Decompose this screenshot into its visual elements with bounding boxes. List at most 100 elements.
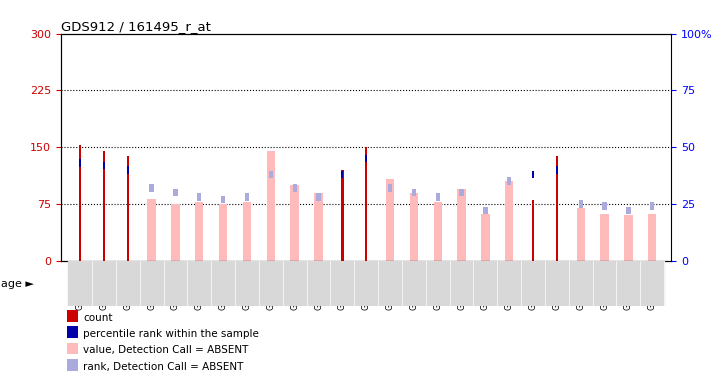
- Bar: [577, 208, 585, 261]
- Bar: [195, 202, 203, 261]
- Bar: [640, 261, 664, 306]
- Bar: [457, 189, 466, 261]
- Bar: [245, 194, 249, 201]
- Bar: [103, 151, 105, 261]
- Bar: [579, 200, 583, 208]
- Bar: [521, 261, 545, 306]
- Text: 5 mo: 5 mo: [495, 279, 523, 289]
- Bar: [116, 261, 140, 306]
- Bar: [434, 202, 442, 261]
- Bar: [460, 189, 464, 196]
- Bar: [481, 214, 490, 261]
- Bar: [172, 204, 180, 261]
- Bar: [365, 147, 368, 261]
- Bar: [449, 261, 473, 306]
- Bar: [221, 196, 225, 203]
- Bar: [140, 261, 164, 306]
- Bar: [211, 261, 235, 306]
- Bar: [498, 261, 521, 306]
- Text: GDS912 / 161495_r_at: GDS912 / 161495_r_at: [61, 20, 211, 33]
- Text: 9 wk: 9 wk: [424, 279, 451, 289]
- Bar: [556, 156, 558, 261]
- Bar: [307, 261, 330, 306]
- Text: count: count: [83, 313, 113, 322]
- Bar: [569, 261, 592, 306]
- Bar: [545, 266, 664, 304]
- Bar: [147, 199, 156, 261]
- Bar: [483, 207, 488, 214]
- Text: 1 d: 1 d: [95, 279, 113, 289]
- Bar: [126, 156, 129, 261]
- Text: 6 d: 6 d: [167, 279, 185, 289]
- Bar: [283, 261, 307, 306]
- Bar: [545, 261, 569, 306]
- Bar: [164, 261, 187, 306]
- Bar: [473, 261, 498, 306]
- Bar: [68, 261, 92, 306]
- Bar: [650, 202, 654, 210]
- Bar: [140, 266, 211, 304]
- Bar: [149, 184, 154, 192]
- Bar: [556, 166, 558, 174]
- Bar: [269, 171, 273, 178]
- Text: rank, Detection Call = ABSENT: rank, Detection Call = ABSENT: [83, 362, 243, 372]
- Bar: [354, 261, 378, 306]
- Bar: [386, 179, 394, 261]
- Bar: [426, 261, 449, 306]
- Bar: [532, 200, 534, 261]
- Bar: [67, 359, 78, 371]
- Bar: [330, 261, 354, 306]
- Bar: [626, 207, 630, 214]
- Bar: [259, 261, 283, 306]
- Bar: [291, 185, 299, 261]
- Bar: [79, 159, 81, 167]
- Bar: [505, 181, 513, 261]
- Bar: [79, 145, 81, 261]
- Bar: [354, 266, 402, 304]
- Bar: [235, 261, 259, 306]
- Bar: [648, 214, 656, 261]
- Bar: [67, 310, 78, 321]
- Bar: [378, 261, 402, 306]
- Text: 1 y: 1 y: [596, 279, 613, 289]
- Bar: [197, 194, 202, 201]
- Bar: [402, 266, 473, 304]
- Bar: [292, 184, 297, 192]
- Bar: [341, 170, 343, 261]
- Bar: [341, 171, 343, 178]
- Bar: [317, 194, 321, 201]
- Bar: [219, 204, 228, 261]
- Bar: [624, 215, 633, 261]
- Bar: [507, 177, 511, 185]
- Bar: [388, 184, 392, 192]
- Bar: [436, 194, 440, 201]
- Text: percentile rank within the sample: percentile rank within the sample: [83, 329, 259, 339]
- Bar: [473, 266, 545, 304]
- Bar: [187, 261, 211, 306]
- Text: 17 d: 17 d: [306, 279, 331, 289]
- Bar: [411, 189, 416, 196]
- Bar: [410, 193, 418, 261]
- Bar: [600, 214, 609, 261]
- Bar: [211, 266, 283, 304]
- Bar: [402, 261, 426, 306]
- Bar: [126, 166, 129, 174]
- Bar: [602, 202, 607, 210]
- Bar: [103, 162, 105, 169]
- Bar: [92, 261, 116, 306]
- Text: value, Detection Call = ABSENT: value, Detection Call = ABSENT: [83, 345, 248, 355]
- Bar: [365, 155, 367, 162]
- Bar: [67, 326, 78, 338]
- Bar: [592, 261, 617, 306]
- Text: 23 d: 23 d: [365, 279, 391, 289]
- Bar: [617, 261, 640, 306]
- Bar: [532, 171, 534, 178]
- Text: 14 d: 14 d: [235, 279, 259, 289]
- Bar: [314, 193, 322, 261]
- Bar: [173, 189, 177, 196]
- Text: age ►: age ►: [1, 279, 34, 289]
- Bar: [266, 151, 275, 261]
- Bar: [283, 266, 354, 304]
- Bar: [68, 266, 140, 304]
- Bar: [243, 202, 251, 261]
